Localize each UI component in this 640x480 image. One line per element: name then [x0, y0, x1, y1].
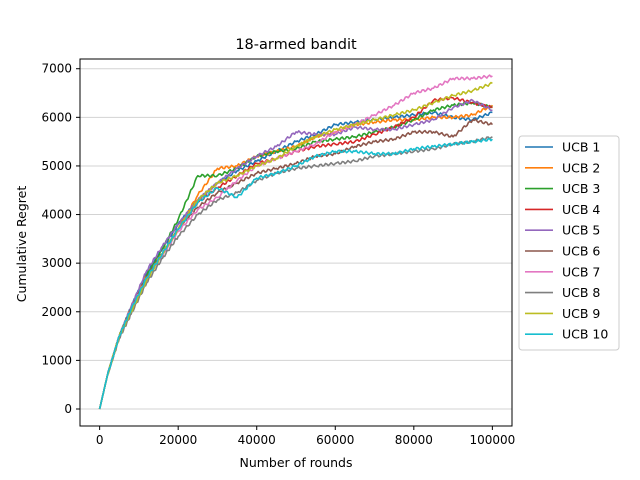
x-tick-label: 80000: [395, 433, 433, 447]
legend: UCB 1 UCB 2 UCB 3 UCB 4 UCB 5 UCB 6 UCB 7 UCB 8…: [518, 135, 620, 351]
y-tick-label: 4000: [41, 208, 72, 222]
legend-label: UCB 2: [562, 160, 600, 175]
y-tick-label: 2000: [41, 305, 72, 319]
y-axis: 0 1000 2000 3000 4000 5000 6000 7000: [41, 62, 80, 416]
series-line-ucb-9: [98, 81, 493, 410]
y-tick-label: 6000: [41, 110, 72, 124]
series-line-ucb-10: [98, 137, 493, 410]
series-line-ucb-5: [98, 98, 493, 410]
legend-label: UCB 7: [562, 264, 600, 279]
legend-label: UCB 10: [562, 327, 608, 342]
legend-label: UCB 9: [562, 306, 600, 321]
legend-label: UCB 4: [562, 202, 600, 217]
y-tick-label: 0: [64, 402, 72, 416]
x-tick-label: 0: [96, 433, 104, 447]
x-tick-label: 100000: [469, 433, 515, 447]
plot-frame: [79, 58, 513, 427]
legend-label: UCB 8: [562, 285, 600, 300]
y-tick-label: 7000: [41, 62, 72, 76]
x-tick-label: 40000: [238, 433, 276, 447]
chart-title: 18-armed bandit: [235, 37, 357, 53]
y-tick-label: 5000: [41, 159, 72, 173]
x-tick-label: 60000: [316, 433, 354, 447]
legend-box: [518, 135, 620, 351]
legend-label: UCB 6: [562, 244, 600, 259]
legend-label: UCB 1: [562, 140, 600, 155]
legend-label: UCB 3: [562, 181, 600, 196]
legend-label: UCB 5: [562, 223, 600, 238]
y-tick-label: 1000: [41, 353, 72, 367]
x-axis: 0 20000 40000 60000 80000 100000: [96, 426, 515, 447]
x-tick-label: 20000: [159, 433, 197, 447]
x-axis-label: Number of rounds: [239, 455, 352, 470]
y-axis-label: Cumulative Regret: [14, 186, 29, 303]
y-tick-label: 3000: [41, 256, 72, 270]
series-lines: [98, 74, 494, 410]
